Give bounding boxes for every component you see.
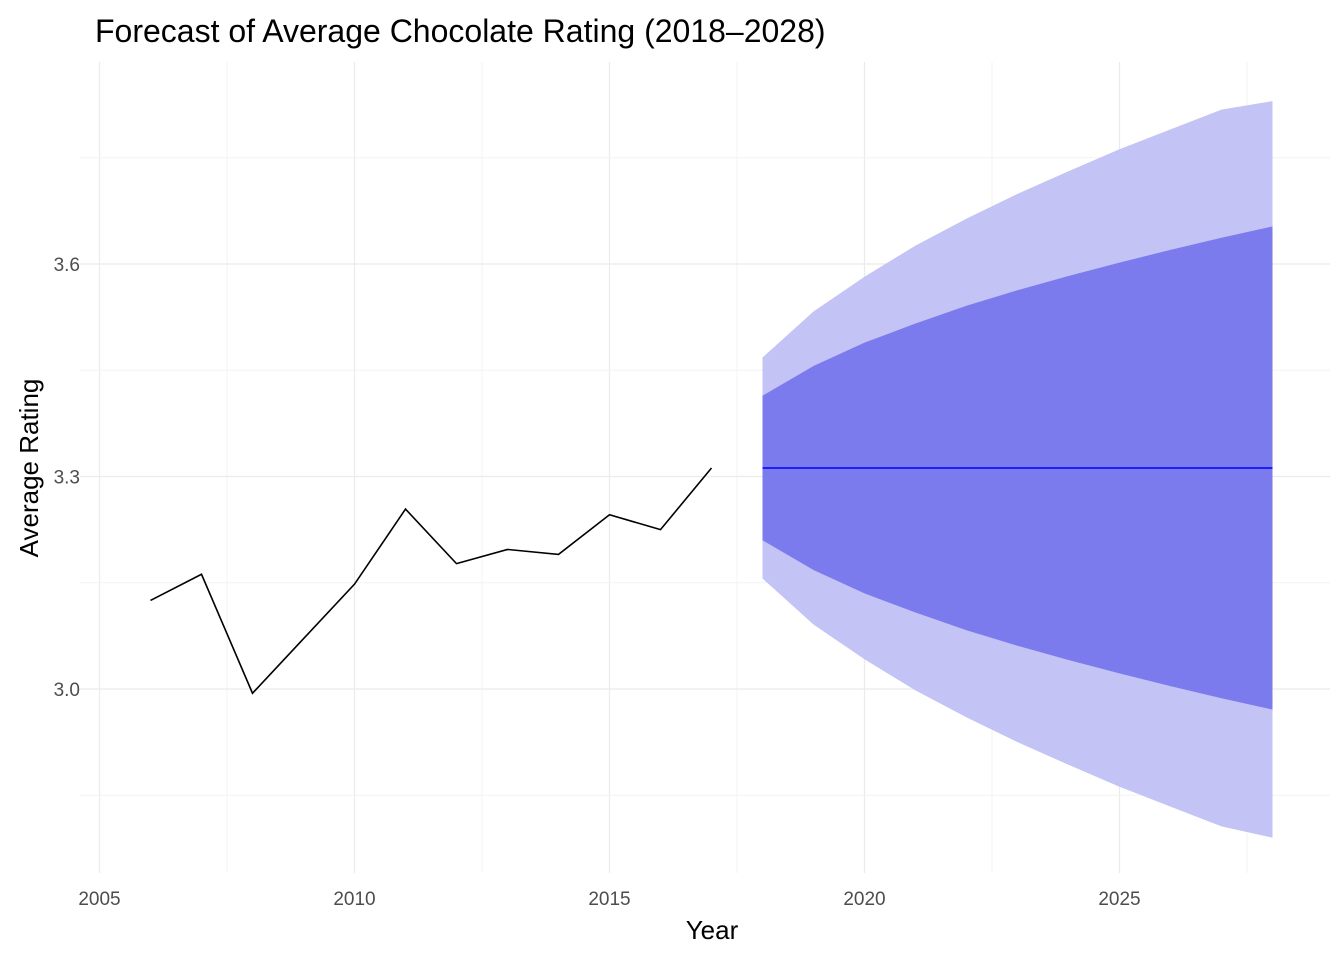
history-layer — [150, 467, 713, 695]
y-tick-labels: 3.0 3.3 3.6 — [54, 255, 80, 701]
y-tick-label: 3.0 — [54, 680, 80, 701]
history-line — [150, 467, 713, 695]
x-tick-label: 2025 — [1098, 889, 1140, 910]
chart-title: Forecast of Average Chocolate Rating (20… — [95, 13, 826, 49]
x-tick-label: 2015 — [588, 889, 630, 910]
y-axis-title: Average Rating — [14, 379, 44, 558]
x-axis-title: Year — [686, 915, 739, 945]
y-tick-label: 3.3 — [54, 468, 80, 489]
x-tick-label: 2010 — [333, 889, 375, 910]
x-tick-labels: 2005 2010 2015 2020 2025 — [78, 889, 1140, 910]
y-tick-label: 3.6 — [54, 255, 80, 276]
x-tick-label: 2005 — [78, 889, 120, 910]
x-tick-label: 2020 — [843, 889, 885, 910]
